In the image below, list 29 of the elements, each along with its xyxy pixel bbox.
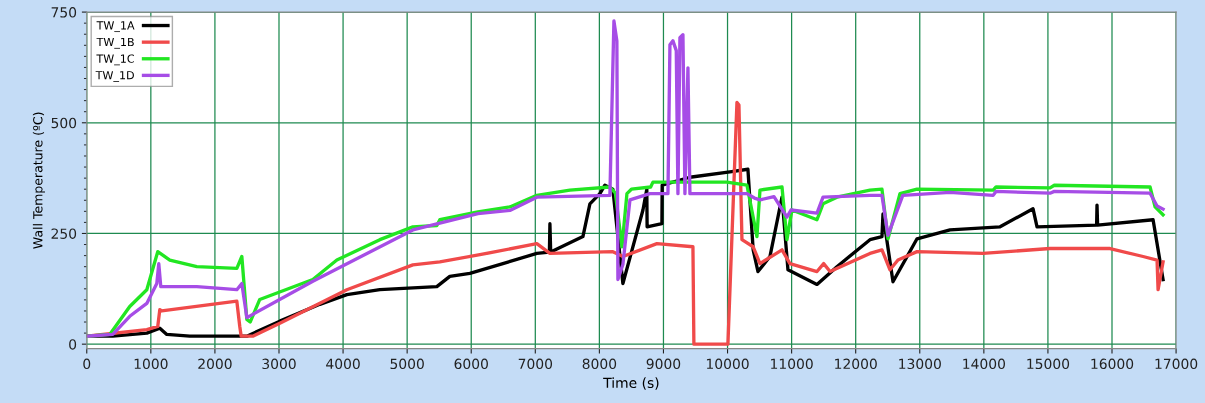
x-tick-label: 3000 [262, 358, 296, 370]
x-tick-label: 10000 [706, 358, 749, 370]
x-tick-label: 14000 [963, 358, 1006, 370]
x-tick-label: 9000 [646, 358, 681, 370]
y-tick-label: 250 [51, 228, 77, 239]
x-tick-label: 4000 [326, 358, 360, 370]
y-tick-label: 750 [51, 7, 77, 18]
y-tick-label: 500 [51, 117, 77, 129]
x-axis-title: Time (s) [603, 377, 659, 390]
legend-label: TW_1C [96, 54, 134, 66]
line-series [86, 19, 1165, 338]
x-tick-label: 5000 [390, 358, 424, 370]
x-tick-label: 8000 [582, 358, 617, 370]
x-tick-label: 1000 [134, 358, 168, 370]
legend-label: TW_1B [96, 37, 134, 49]
x-tick-label: 6000 [454, 358, 488, 370]
x-tick-label: 13000 [899, 358, 941, 370]
x-tick-label: 0 [83, 358, 91, 370]
y-tick-label: 0 [69, 339, 77, 350]
x-tick-label: 12000 [835, 358, 877, 370]
x-tick-label: 15000 [1027, 358, 1070, 370]
legend-label: TW_1D [95, 71, 134, 82]
x-tick-label: 11000 [771, 358, 813, 370]
x-tick-label: 16000 [1091, 358, 1134, 370]
x-tick-label: 2000 [198, 358, 232, 370]
x-tick-label: 17000 [1155, 358, 1198, 370]
y-axis-title: Wall Temperature (ºC) [32, 112, 45, 249]
x-tick-label: 7000 [518, 358, 553, 370]
legend-label: TW_1A [96, 21, 135, 33]
